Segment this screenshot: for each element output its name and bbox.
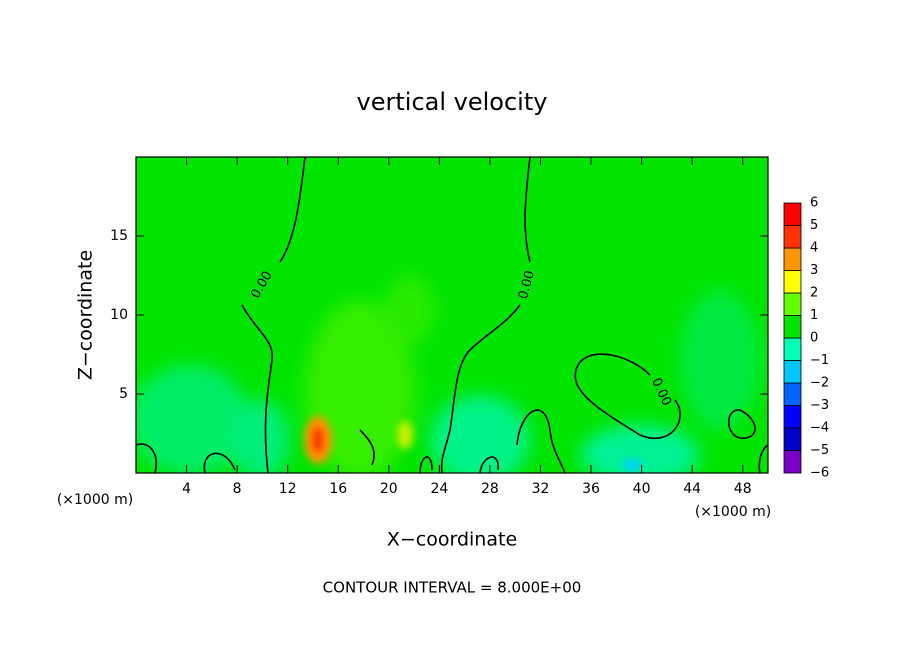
colorbar-label: 1	[810, 308, 818, 323]
x-tick-label: 20	[380, 481, 398, 497]
colorbar-label: −5	[810, 443, 829, 458]
colorbar-label: −3	[810, 398, 829, 413]
y-axis-label: Z−coordinate	[75, 250, 97, 380]
x-tick-label: 44	[683, 481, 701, 497]
colorbar-label: −1	[810, 353, 829, 368]
colorbar-band	[783, 225, 802, 249]
x-tick-label: 4	[182, 481, 191, 497]
colorbar-label: −2	[810, 376, 829, 391]
colorbar-band	[783, 360, 802, 384]
x-tick-label: 40	[633, 481, 651, 497]
x-tick-label: 48	[734, 481, 752, 497]
contour-lines	[136, 157, 768, 473]
y-tick-label: 5	[119, 386, 128, 402]
colorbar-label: 4	[810, 241, 818, 256]
contour-label: 0.00	[516, 269, 538, 301]
colorbar-label: −4	[810, 421, 829, 436]
y-tick-label: 10	[110, 307, 128, 323]
colorbar-label: 6	[810, 196, 818, 211]
x-unit-label: (×1000 m)	[57, 492, 133, 508]
annotation: CONTOUR INTERVAL = 8.000E+00	[323, 579, 582, 597]
colorbar-band	[783, 382, 802, 406]
colorbar-label: 0	[810, 331, 818, 346]
colorbar-band	[783, 337, 802, 361]
colorbar-label: −6	[810, 466, 829, 481]
colorbar-band	[783, 247, 802, 271]
chart-title: vertical velocity	[357, 88, 548, 116]
colorbar-band	[783, 202, 802, 226]
x-tick-label: 28	[481, 481, 499, 497]
x-tick-label: 12	[279, 481, 297, 497]
colorbar-band	[783, 270, 802, 294]
colorbar-band	[783, 315, 802, 339]
x-tick-label: 16	[329, 481, 347, 497]
colorbar-band	[783, 427, 802, 451]
x-tick-label: 8	[233, 481, 242, 497]
colorbar-label: 2	[810, 286, 818, 301]
x-tick-label: 32	[532, 481, 550, 497]
colorbar-label: 5	[810, 218, 818, 233]
x-tick-label: 24	[430, 481, 448, 497]
y-tick-label: 15	[110, 228, 128, 244]
colorbar-band	[783, 450, 802, 474]
x-unit-label: (×1000 m)	[695, 504, 771, 520]
field-shading	[136, 275, 760, 473]
colorbar-label: 3	[810, 263, 818, 278]
x-tick-label: 36	[582, 481, 600, 497]
x-axis-label: X−coordinate	[387, 529, 517, 551]
colorbar-band	[783, 292, 802, 316]
colorbar-band	[783, 405, 802, 429]
